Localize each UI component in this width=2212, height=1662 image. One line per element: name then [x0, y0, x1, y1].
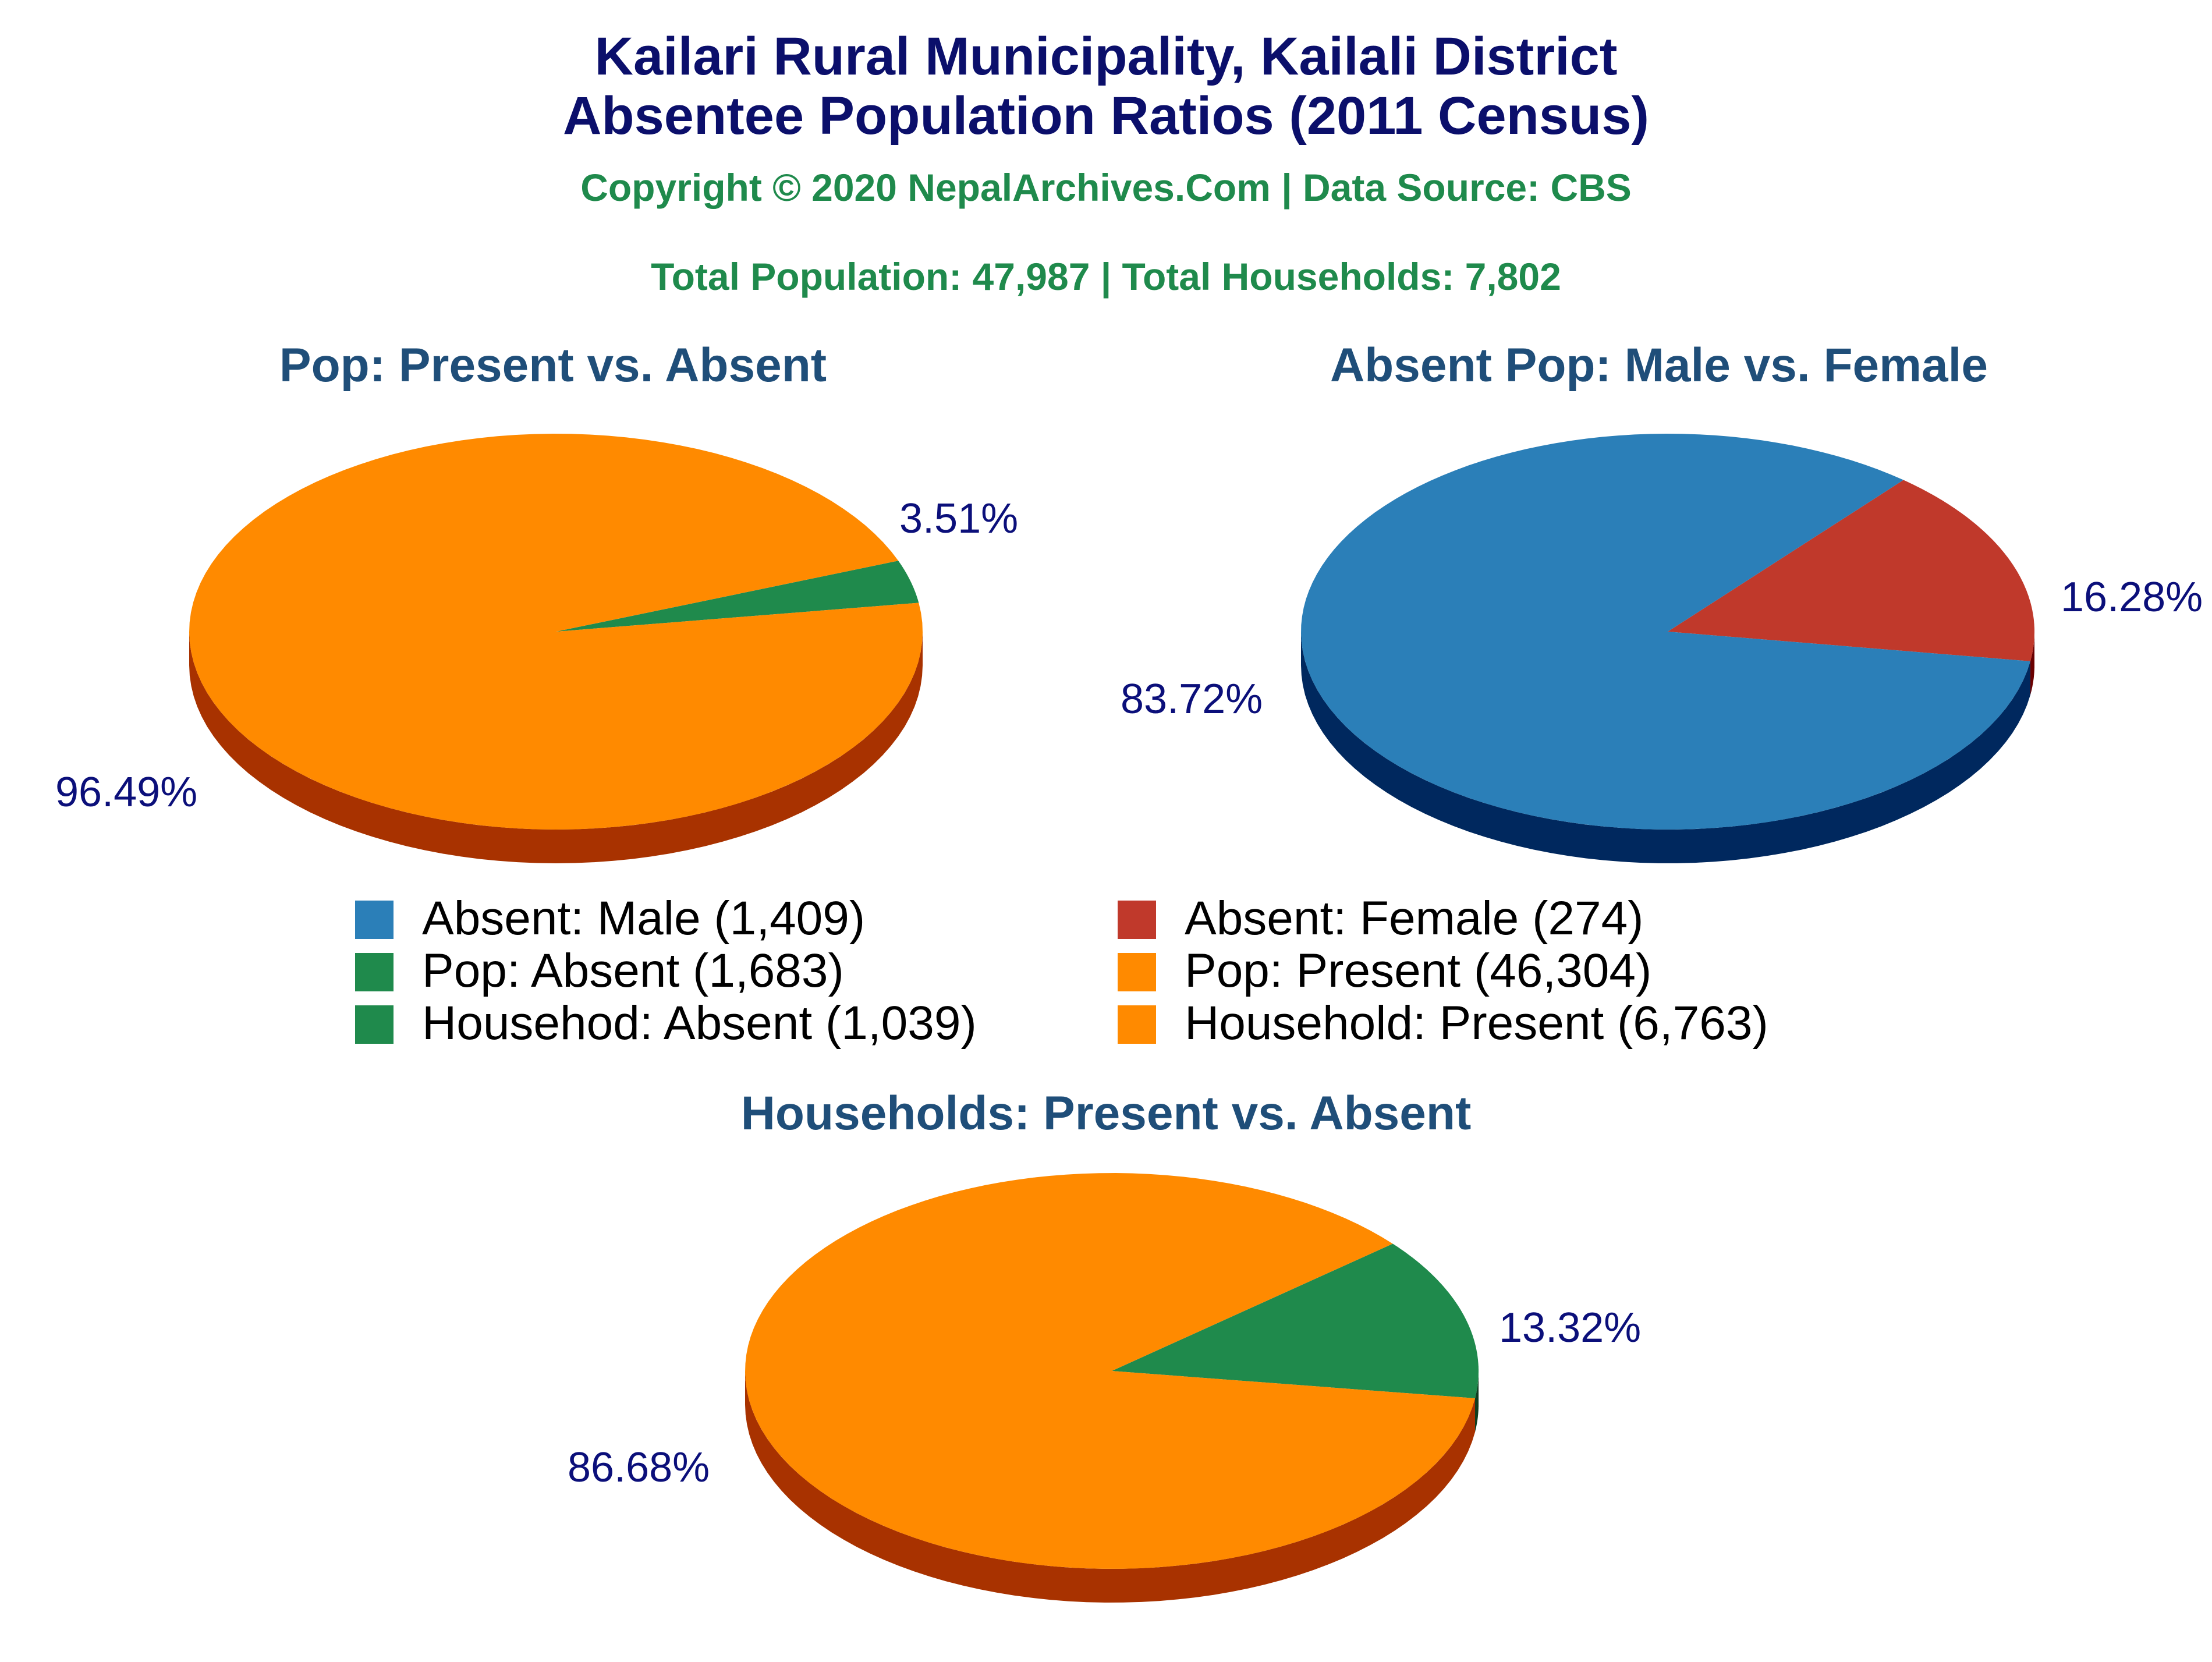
legend-swatch [1118, 901, 1156, 939]
pie-2-slice-side [1301, 632, 2030, 863]
legend-label: Househod: Absent (1,039) [422, 997, 977, 1050]
pie-2-slice-side [2030, 632, 2034, 695]
copyright-text: Copyright © 2020 NepalArchives.Com | Dat… [580, 166, 1632, 210]
totals-text: Total Population: 47,987 | Total Househo… [651, 255, 1561, 299]
pie-chart-2: 16.28% 83.72% [1121, 434, 2203, 863]
legend-label: Absent: Male (1,409) [422, 892, 865, 945]
chart-title-line-2: Absentee Population Ratios (2011 Census) [563, 86, 1649, 146]
pie-3-percent-label: 13.32% [1499, 1305, 1641, 1351]
legend-item: Househod: Absent (1,039) [355, 997, 977, 1050]
legend-swatch [1118, 953, 1156, 991]
legend-label: Household: Present (6,763) [1185, 997, 1768, 1050]
pie-3-title: Households: Present vs. Absent [741, 1087, 1472, 1140]
legend-label: Absent: Female (274) [1185, 892, 1644, 945]
legend-swatch [1118, 1005, 1156, 1044]
legend-item: Pop: Absent (1,683) [355, 944, 844, 997]
legend-item: Household: Present (6,763) [1118, 997, 1768, 1050]
pie-chart-3: 13.32% 86.68% [568, 1173, 1641, 1603]
pie-3-slice-side [1475, 1371, 1479, 1432]
legend-swatch [355, 953, 394, 991]
pie-1-slice [556, 561, 919, 632]
legend-item: Absent: Male (1,409) [355, 892, 865, 945]
pie-1-slice [189, 434, 923, 830]
pie-2-slice [1668, 480, 2034, 661]
pie-chart-1: 3.51% 96.49% [55, 434, 1018, 863]
pie-2-percent-label: 83.72% [1121, 676, 1263, 722]
pie-2-title: Absent Pop: Male vs. Female [1330, 339, 1988, 392]
legend-label: Pop: Absent (1,683) [422, 944, 844, 997]
chart-title-line-1: Kailari Rural Municipality, Kailali Dist… [595, 27, 1618, 86]
pie-3-slice [1112, 1243, 1479, 1398]
legend-item: Pop: Present (46,304) [1118, 944, 1651, 997]
pie-3-slice [745, 1173, 1475, 1569]
legend: Absent: Male (1,409) Absent: Female (274)… [355, 892, 1768, 1050]
legend-item: Absent: Female (274) [1118, 892, 1644, 945]
pie-charts-group: 3.51% 96.49% 16.28% 83.72% 13.32% 86.68% [55, 434, 2203, 1603]
pie-1-percent-label: 96.49% [55, 769, 197, 816]
legend-swatch [355, 1005, 394, 1044]
pie-1-slice-side [189, 632, 923, 863]
pie-1-percent-label: 3.51% [899, 495, 1018, 542]
legend-swatch [355, 901, 394, 939]
pie-3-percent-label: 86.68% [568, 1444, 710, 1491]
pie-1-title: Pop: Present vs. Absent [279, 339, 827, 392]
pie-2-slice [1301, 434, 2030, 830]
pie-2-percent-label: 16.28% [2061, 574, 2203, 621]
legend-label: Pop: Present (46,304) [1185, 944, 1651, 997]
pie-3-slice-side [745, 1371, 1475, 1603]
